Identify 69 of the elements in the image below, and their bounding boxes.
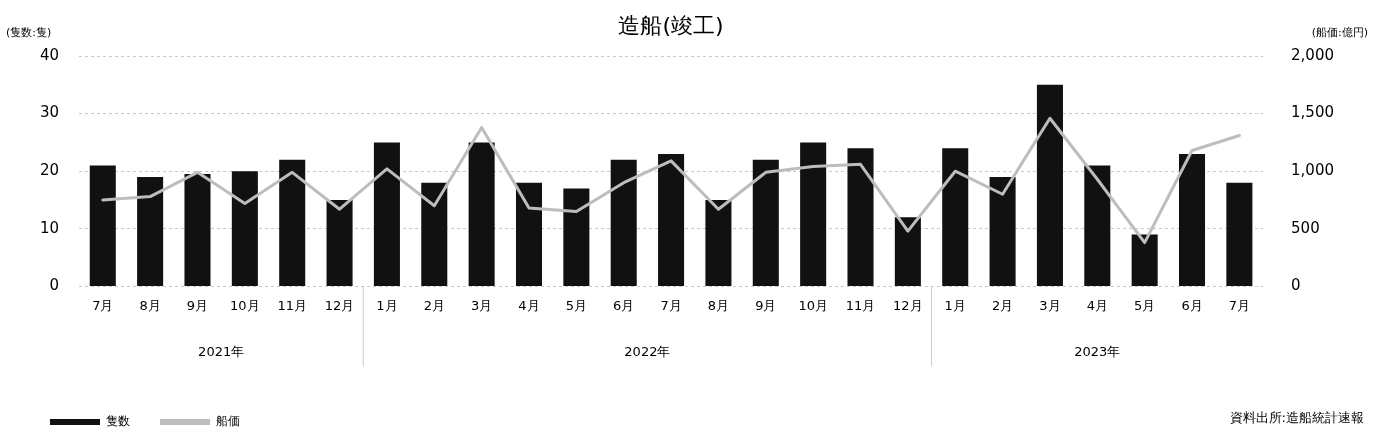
x-tick-label: 7月 <box>1228 297 1251 313</box>
bar <box>610 159 637 286</box>
bar <box>326 200 353 286</box>
bar <box>231 171 258 286</box>
x-tick-label: 12月 <box>324 297 355 313</box>
bar <box>279 159 306 286</box>
bar <box>421 182 448 286</box>
y2-tick-label: 0 <box>1291 276 1301 295</box>
y2-tick-label: 1,500 <box>1291 103 1335 122</box>
x-tick-label: 8月 <box>139 297 161 313</box>
x-tick-label: 10月 <box>230 297 260 313</box>
bar <box>1131 234 1158 286</box>
bar <box>752 159 779 286</box>
x-tick-label: 6月 <box>613 297 635 313</box>
x-tick-label: 3月 <box>1039 297 1061 313</box>
x-tick-label: 7月 <box>92 297 114 313</box>
x-tick-label: 5月 <box>565 297 587 313</box>
x-tick-label: 7月 <box>660 297 682 313</box>
y-tick-label: 10 <box>39 218 60 237</box>
bar <box>847 148 874 286</box>
x-tick-label: 12月 <box>893 297 923 313</box>
bar <box>1084 165 1111 286</box>
bar <box>468 142 495 286</box>
x-tick-label: 9月 <box>755 297 777 313</box>
x-tick-label: 2月 <box>423 297 445 313</box>
bar <box>705 200 732 286</box>
x-tick-label: 2月 <box>991 297 1014 313</box>
y2-tick-label: 500 <box>1291 218 1320 237</box>
bar <box>989 176 1016 286</box>
x-tick-label: 11月 <box>845 297 876 313</box>
text: 2023年 <box>1074 344 1121 360</box>
x-tick-label: 4月 <box>1086 297 1108 313</box>
bar <box>563 188 590 286</box>
text: 2022年 <box>624 344 671 360</box>
text: 2021年 <box>198 344 245 360</box>
legend-label: 船価 <box>216 414 240 429</box>
y-tick-label: 40 <box>39 45 60 64</box>
bar <box>942 148 969 286</box>
bar <box>373 142 400 286</box>
bar <box>515 182 543 286</box>
y-tick-label: 30 <box>39 103 60 122</box>
bar <box>894 217 921 286</box>
text: 資料出所:造船統計速報 <box>1229 409 1364 425</box>
x-tick-label: 5月 <box>1134 297 1156 313</box>
bar <box>1179 153 1206 286</box>
y2-axis-title: (船価:億円) <box>1311 26 1368 40</box>
bar <box>1036 84 1063 286</box>
x-tick-label: 4月 <box>518 297 540 313</box>
bar <box>800 142 827 286</box>
legend-label: 隻数 <box>106 414 130 429</box>
y2-tick-label: 2,000 <box>1291 45 1335 64</box>
x-tick-label: 8月 <box>707 297 730 313</box>
y-tick-label: 20 <box>39 161 60 180</box>
bar <box>137 176 164 286</box>
y2-tick-label: 1,000 <box>1291 161 1335 180</box>
bar <box>89 165 116 286</box>
chart-title: 造船(竣工) <box>618 12 724 38</box>
x-tick-label: 11月 <box>277 297 307 313</box>
x-tick-label: 3月 <box>471 297 493 313</box>
x-tick-label: 10月 <box>798 297 828 313</box>
x-tick-label: 6月 <box>1181 297 1203 313</box>
x-tick-label: 1月 <box>944 297 966 313</box>
bar <box>658 153 685 286</box>
x-tick-label: 9月 <box>186 297 209 313</box>
y-axis-title: (隻数:隻) <box>6 26 52 40</box>
bar <box>184 174 211 286</box>
y-tick-label: 0 <box>49 276 60 295</box>
x-tick-label: 1月 <box>376 297 398 313</box>
bar <box>1226 182 1253 286</box>
